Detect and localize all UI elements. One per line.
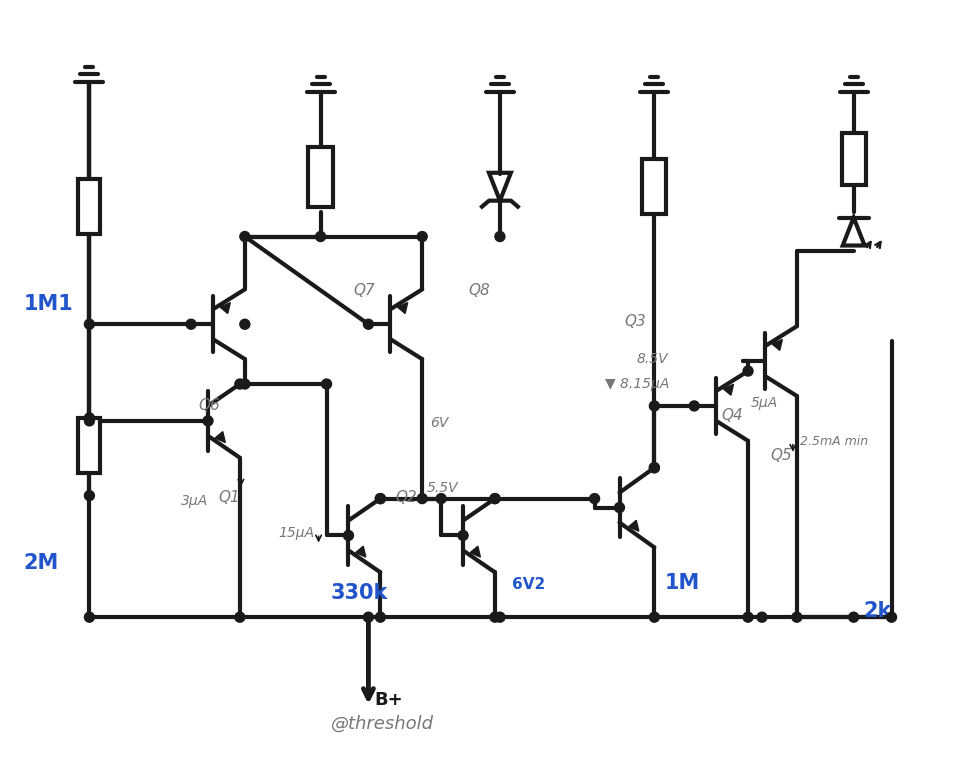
Circle shape <box>239 231 250 241</box>
Text: Q8: Q8 <box>468 283 489 298</box>
Text: 330k: 330k <box>331 584 387 603</box>
Text: 2.5mA min: 2.5mA min <box>799 435 867 448</box>
Text: Q2: Q2 <box>395 490 417 504</box>
Polygon shape <box>772 339 781 350</box>
Circle shape <box>343 531 353 540</box>
Text: Q5: Q5 <box>769 448 791 462</box>
Circle shape <box>589 494 599 504</box>
Circle shape <box>457 531 468 540</box>
Circle shape <box>375 612 385 622</box>
Circle shape <box>435 494 446 504</box>
Bar <box>642 159 666 214</box>
Circle shape <box>363 319 373 329</box>
Circle shape <box>489 612 500 622</box>
Circle shape <box>489 494 500 504</box>
Circle shape <box>649 612 658 622</box>
Circle shape <box>742 612 752 622</box>
Text: 6V2: 6V2 <box>511 577 545 592</box>
Text: Q6: Q6 <box>198 398 219 413</box>
Circle shape <box>848 612 858 622</box>
Circle shape <box>489 494 500 504</box>
Circle shape <box>234 379 245 389</box>
Polygon shape <box>215 431 225 442</box>
Text: ▼ 8.15μA: ▼ 8.15μA <box>604 377 668 391</box>
Circle shape <box>85 319 94 329</box>
Text: 5.5V: 5.5V <box>427 480 458 494</box>
Bar <box>841 133 865 185</box>
Polygon shape <box>723 384 732 395</box>
Circle shape <box>495 231 505 241</box>
Text: 5μA: 5μA <box>751 396 777 410</box>
Circle shape <box>756 612 766 622</box>
Circle shape <box>375 494 385 504</box>
Text: 1M: 1M <box>664 573 699 594</box>
Circle shape <box>614 503 624 513</box>
Circle shape <box>363 612 373 622</box>
Circle shape <box>495 612 505 622</box>
Circle shape <box>85 413 94 423</box>
Circle shape <box>649 462 658 473</box>
Circle shape <box>85 490 94 501</box>
Text: Q4: Q4 <box>721 408 742 423</box>
Text: 3μA: 3μA <box>181 494 209 508</box>
Polygon shape <box>356 546 365 557</box>
Text: 6V: 6V <box>430 416 448 430</box>
Text: Q3: Q3 <box>624 314 646 329</box>
Circle shape <box>688 401 699 411</box>
Circle shape <box>85 416 94 426</box>
Circle shape <box>321 379 332 389</box>
Circle shape <box>185 319 196 329</box>
Text: 2k: 2k <box>863 601 891 621</box>
Circle shape <box>203 416 212 426</box>
Polygon shape <box>397 303 407 314</box>
Circle shape <box>417 494 427 504</box>
Bar <box>79 179 100 234</box>
Circle shape <box>315 231 325 241</box>
Text: 1M1: 1M1 <box>24 294 73 314</box>
Circle shape <box>742 366 752 376</box>
Text: 15μA: 15μA <box>279 526 314 540</box>
Text: @threshold: @threshold <box>331 715 433 733</box>
Text: Q1: Q1 <box>218 490 239 504</box>
Circle shape <box>239 319 250 329</box>
Polygon shape <box>628 521 638 531</box>
Circle shape <box>886 612 896 622</box>
Circle shape <box>649 462 658 473</box>
Circle shape <box>375 494 385 504</box>
Polygon shape <box>220 303 230 314</box>
Text: 2M: 2M <box>24 553 59 573</box>
Polygon shape <box>470 546 480 557</box>
Bar <box>79 418 100 473</box>
Bar <box>308 147 333 206</box>
Text: B+: B+ <box>374 691 403 708</box>
Text: 8.5V: 8.5V <box>636 352 667 366</box>
Circle shape <box>239 379 250 389</box>
Circle shape <box>234 612 245 622</box>
Circle shape <box>417 231 427 241</box>
Circle shape <box>649 401 658 411</box>
Text: Q7: Q7 <box>353 283 375 298</box>
Circle shape <box>85 612 94 622</box>
Circle shape <box>791 612 801 622</box>
